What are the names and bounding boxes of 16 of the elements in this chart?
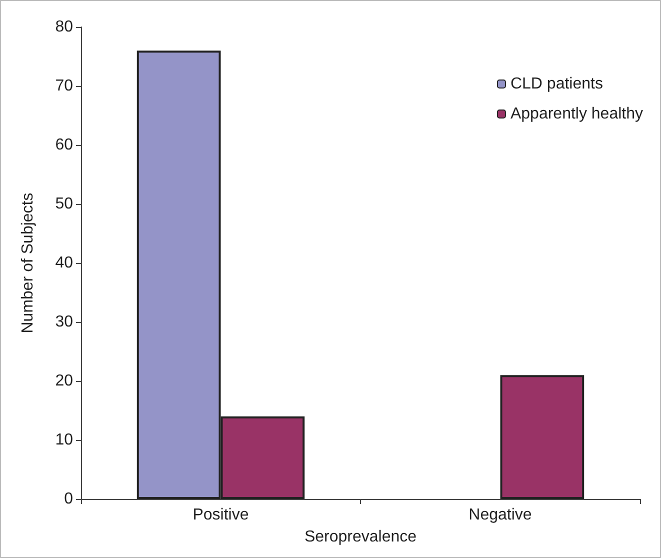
- y-tick-label: 0: [64, 490, 74, 508]
- bar: [500, 375, 584, 499]
- y-tick-label: 30: [55, 314, 74, 330]
- x-tick-label: Negative: [468, 506, 532, 524]
- x-tick-label: Positive: [192, 506, 249, 524]
- y-axis-title: Number of Subjects: [20, 192, 36, 334]
- y-tick-label: 80: [55, 18, 74, 36]
- y-tick-label: 70: [55, 78, 74, 94]
- y-tick-label: 10: [55, 432, 74, 448]
- legend-label: CLD patients: [510, 76, 603, 92]
- y-tick-label: 20: [55, 372, 74, 390]
- legend-label: Apparently healthy: [510, 106, 643, 122]
- y-tick-label: 60: [55, 136, 74, 154]
- y-tick-label: 50: [55, 196, 74, 212]
- x-axis-title: Seroprevalence: [304, 528, 417, 546]
- y-tick-label: 40: [55, 254, 74, 272]
